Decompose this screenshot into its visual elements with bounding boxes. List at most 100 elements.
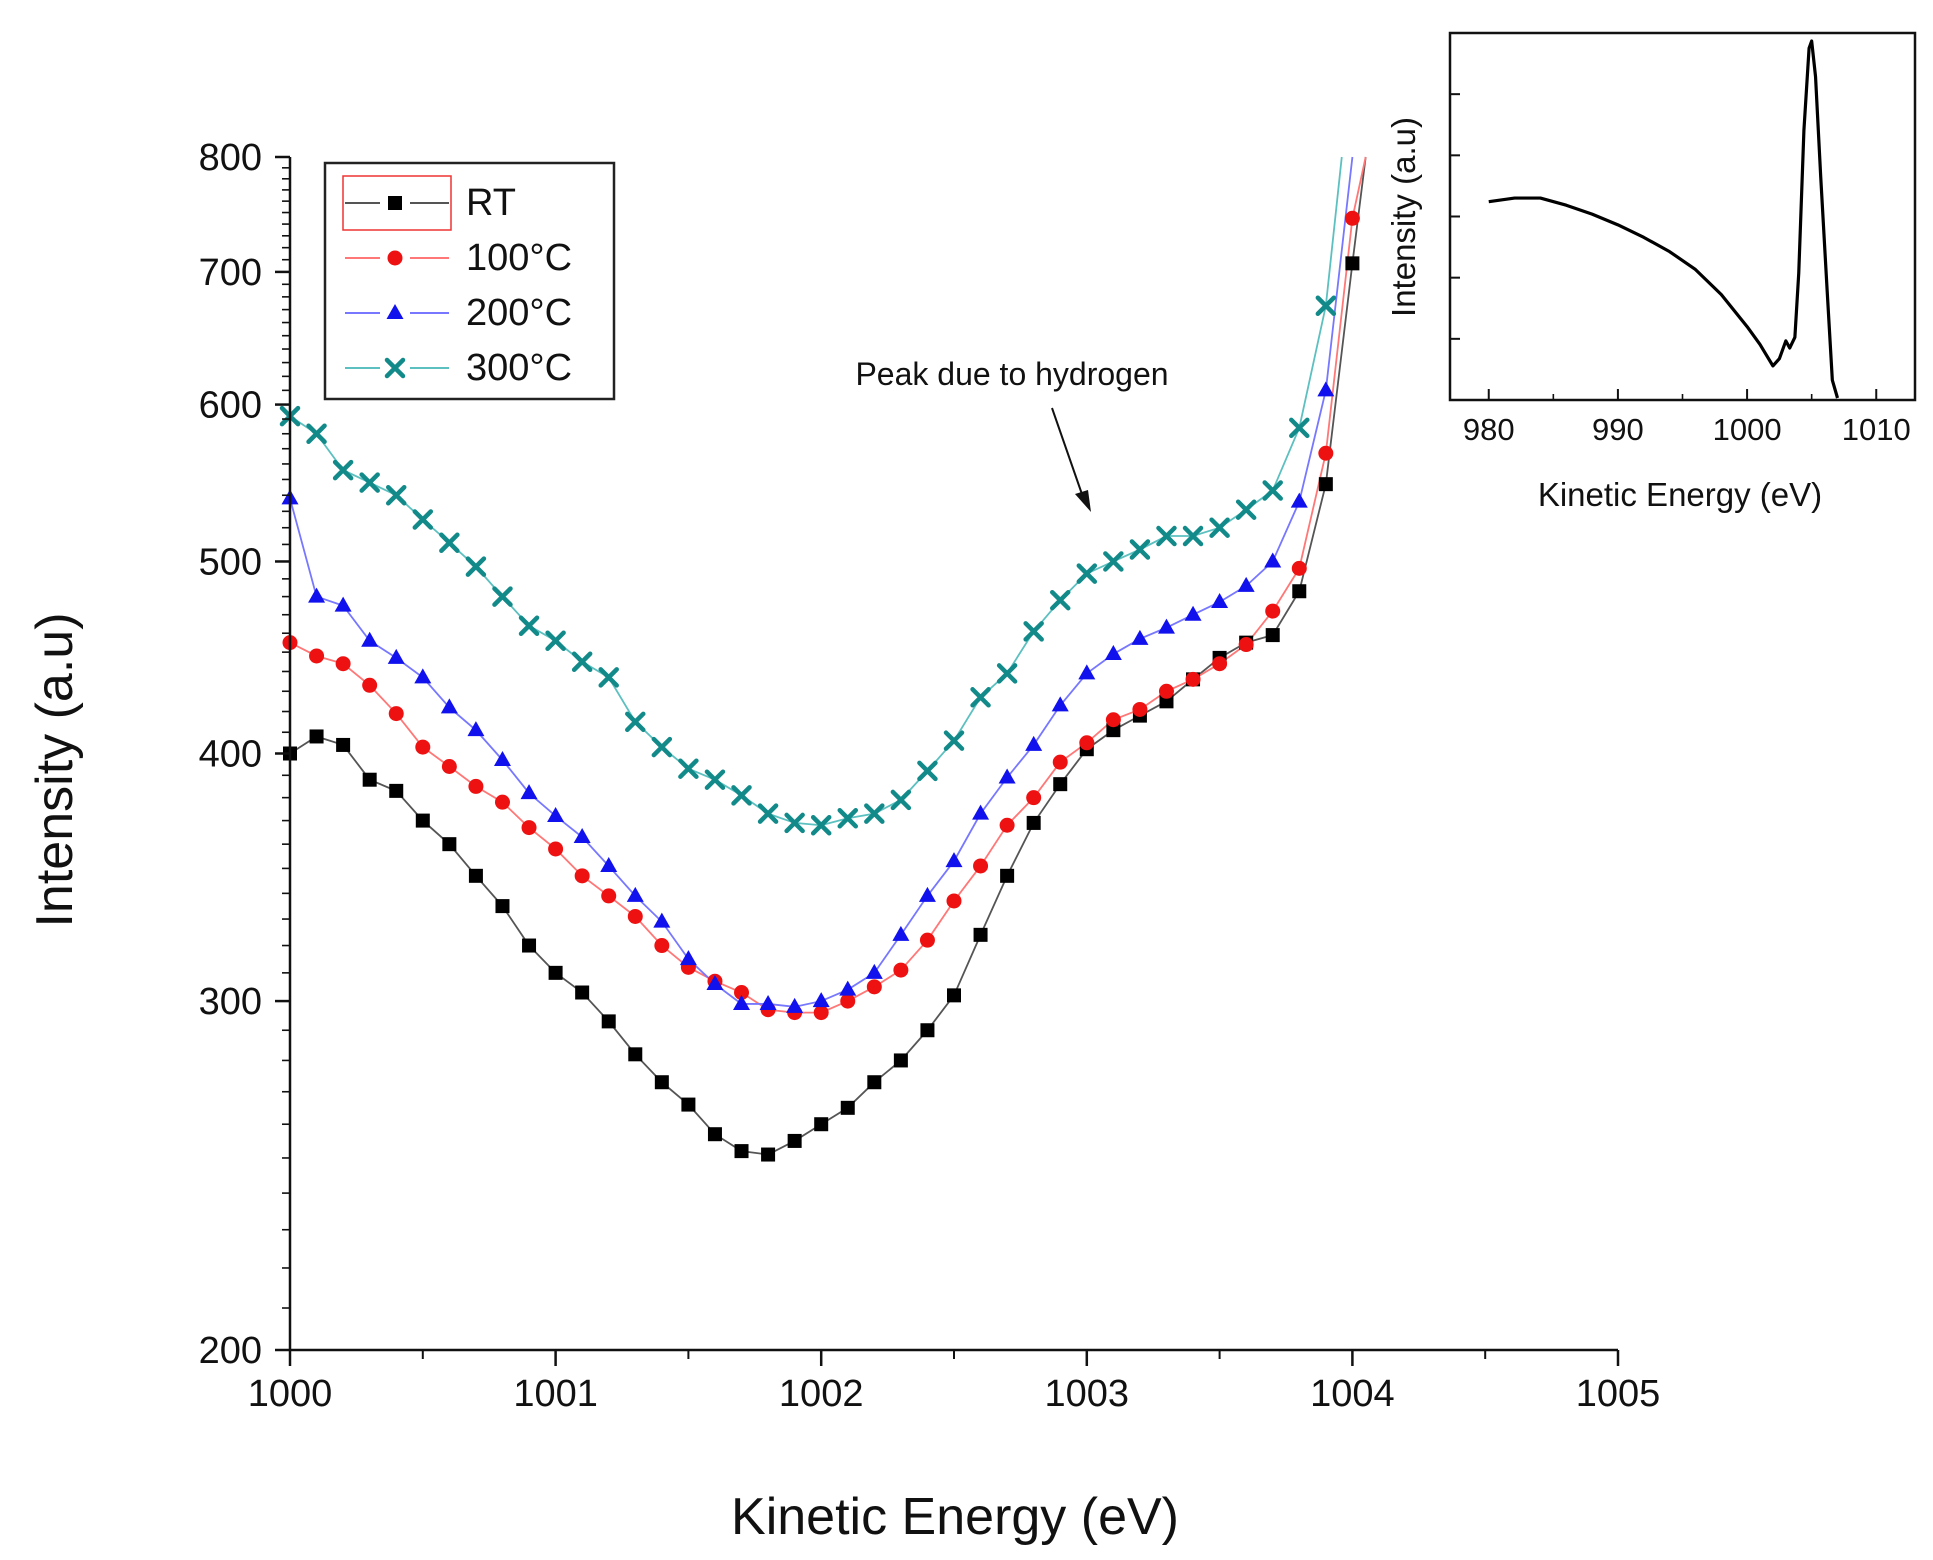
data-point-200c	[892, 925, 910, 941]
data-point-300c	[970, 687, 991, 708]
data-point-100c	[999, 817, 1015, 833]
annotation-arrow-shaft	[1051, 407, 1085, 501]
main-x-axis-title: Kinetic Energy (eV)	[731, 1488, 1179, 1546]
inset-chart: 980 990 1000 1010 Kinetic Energy (eV) Inten…	[1385, 31, 1917, 513]
data-point-100c	[601, 888, 617, 904]
data-point-100c	[1212, 656, 1228, 672]
data-point-300c	[598, 667, 619, 688]
legend-label-100c: 100°C	[466, 237, 572, 279]
data-point-200c	[547, 806, 565, 822]
data-point-200c	[812, 992, 830, 1008]
data-point-300c	[810, 815, 832, 836]
data-point-300c	[439, 532, 460, 553]
data-point-rt	[575, 985, 590, 1000]
data-point-300c	[1182, 525, 1204, 547]
legend-marker-rt	[388, 196, 402, 210]
data-point-200c	[653, 912, 671, 928]
data-point-100c	[946, 893, 962, 909]
legend: RT 100°C 200°C 300°C	[323, 161, 616, 401]
inset-axes: 980 990 1000 1010	[1448, 31, 1917, 447]
data-point-300c	[1049, 589, 1071, 611]
data-point-200c	[440, 698, 458, 714]
data-point-200c	[865, 963, 883, 979]
data-point-300c	[492, 586, 513, 607]
legend-label-300c: 300°C	[466, 347, 572, 389]
data-point-rt	[522, 938, 537, 953]
data-point-300c	[1103, 551, 1124, 572]
data-point-100c	[973, 858, 989, 874]
inset-x-tick-label: 1000	[1713, 412, 1782, 447]
data-point-200c	[626, 886, 644, 902]
data-point-200c	[733, 994, 751, 1010]
legend-label-rt: RT	[466, 182, 516, 224]
annotation: Peak due to hydrogen	[855, 356, 1169, 512]
data-point-300c	[571, 651, 593, 673]
inset-series-line	[1488, 39, 1840, 399]
data-point-rt	[920, 1023, 935, 1038]
data-point-rt	[1345, 256, 1360, 271]
data-point-100c	[468, 778, 484, 794]
data-point-rt	[973, 927, 988, 942]
data-point-200c	[839, 980, 857, 996]
main-chart: 1000 1001 1002 1003 1004 1005 200 300 400 500 600 7…	[26, 137, 1660, 1546]
data-point-200c	[1264, 552, 1282, 568]
main-y-tick-label: 200	[199, 1330, 262, 1372]
data-point-300c	[837, 808, 859, 829]
data-point-200c	[786, 997, 804, 1013]
data-point-100c	[548, 841, 564, 857]
data-point-100c	[362, 677, 378, 693]
data-point-100c	[309, 648, 325, 664]
data-point-200c	[520, 784, 538, 800]
data-point-200c	[1157, 618, 1175, 634]
legend-marker-100c	[387, 250, 403, 266]
data-point-300c	[651, 736, 673, 758]
data-point-rt	[1026, 815, 1041, 830]
data-point-rt	[947, 988, 961, 1003]
main-x-tick-label: 1001	[513, 1373, 598, 1415]
data-point-200c	[334, 596, 352, 612]
data-point-300c	[385, 484, 407, 506]
data-point-300c	[1315, 295, 1337, 317]
data-point-rt	[1265, 628, 1280, 643]
data-point-100c	[1265, 603, 1281, 619]
data-point-200c	[1104, 645, 1122, 661]
data-point-100c	[813, 1005, 829, 1021]
main-y-tick-label: 500	[199, 541, 262, 583]
data-point-rt	[468, 868, 483, 883]
data-point-300c	[943, 730, 965, 751]
data-point-200c	[1025, 735, 1043, 751]
data-point-100c	[415, 739, 431, 755]
data-point-200c	[1131, 629, 1149, 645]
main-x-tick-label: 1000	[248, 1373, 333, 1415]
data-point-100c	[574, 868, 590, 884]
data-point-300c	[332, 459, 354, 481]
data-point-300c	[465, 556, 487, 577]
data-point-100c	[1052, 754, 1068, 770]
data-point-300c	[890, 789, 912, 811]
data-point-100c	[335, 656, 351, 672]
data-point-200c	[467, 721, 485, 737]
data-point-300c	[359, 472, 380, 493]
data-point-300c	[1235, 499, 1257, 520]
data-point-100c	[1079, 735, 1095, 751]
data-point-200c	[573, 828, 591, 844]
data-point-300c	[757, 803, 779, 824]
data-point-100c	[893, 962, 909, 978]
data-point-rt	[415, 813, 430, 828]
data-point-rt	[362, 772, 377, 787]
data-point-200c	[706, 975, 724, 991]
main-x-tick-label: 1005	[1576, 1373, 1661, 1415]
inset-x-tick-label: 980	[1463, 412, 1515, 447]
main-x-tick-label: 1004	[1310, 1373, 1395, 1415]
data-point-100c	[1291, 560, 1307, 576]
data-point-200c	[387, 648, 405, 664]
data-point-300c	[704, 769, 726, 790]
data-point-300c	[996, 663, 1018, 684]
data-point-100c	[1132, 701, 1148, 717]
main-y-axis-title: Intensity (a.u)	[26, 612, 84, 927]
data-point-200c	[972, 804, 990, 820]
data-point-100c	[866, 979, 882, 995]
data-point-rt	[867, 1075, 882, 1090]
inset-y-axis-title: Intensity (a.u)	[1385, 117, 1422, 317]
data-point-100c	[1185, 671, 1201, 687]
